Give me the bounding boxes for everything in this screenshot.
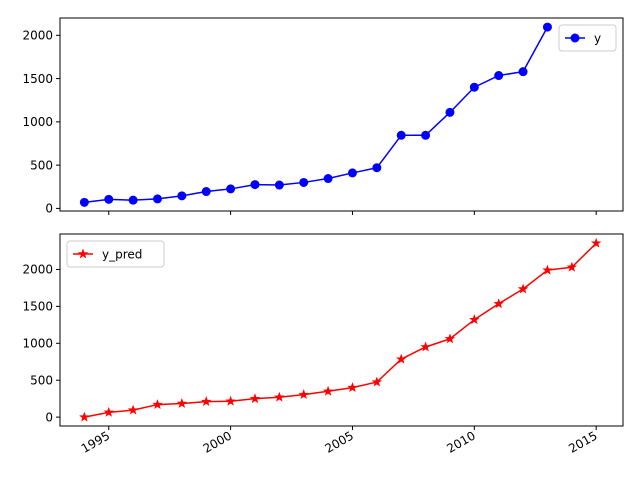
legend-marker	[570, 33, 580, 43]
data-point	[201, 396, 212, 407]
x-tick-label: 1995	[79, 428, 112, 455]
data-point	[444, 333, 456, 344]
data-point	[274, 180, 284, 190]
legend-label: y_pred	[102, 247, 142, 261]
data-point	[421, 130, 431, 140]
data-point	[396, 130, 406, 140]
x-tick-label: 2005	[323, 428, 356, 455]
data-point	[347, 168, 357, 178]
subplot-1: 0 500 1000 1500 2000 y	[22, 17, 624, 216]
data-point	[420, 341, 431, 352]
y-tick-label: 500	[30, 158, 53, 172]
data-point	[590, 237, 602, 248]
data-point	[127, 404, 139, 415]
data-point	[299, 177, 309, 187]
x-tick-label: 2010	[444, 428, 477, 455]
y-tick-label: 500	[30, 374, 53, 388]
y-tick-label: 0	[45, 202, 53, 216]
y-tick-label: 0	[45, 410, 53, 424]
data-point	[177, 191, 187, 201]
data-point	[250, 180, 260, 190]
data-point	[152, 399, 163, 410]
subplot-2: 0 500 1000 1500 2000 1995 2000 2005 2010 2015 y_pr…	[22, 233, 624, 456]
data-point	[518, 67, 528, 77]
data-point	[322, 385, 334, 396]
data-point	[274, 391, 285, 402]
data-point	[201, 187, 211, 197]
data-point	[372, 163, 382, 173]
data-point	[128, 195, 138, 205]
legend-marker	[77, 248, 89, 259]
data-point	[566, 261, 578, 272]
data-point	[542, 22, 552, 32]
data-point	[176, 398, 188, 408]
data-point	[347, 382, 358, 393]
legend-box	[66, 240, 165, 268]
y-tick-label: 1000	[22, 115, 53, 129]
legend-label: y	[594, 31, 601, 45]
y-tick-label: 1500	[22, 72, 53, 86]
legend: y_pred	[66, 240, 165, 268]
legend-box	[558, 24, 617, 52]
data-point	[104, 194, 114, 204]
data-point	[493, 298, 504, 309]
data-point	[226, 184, 236, 194]
data-point	[469, 314, 480, 325]
data-point	[517, 283, 529, 294]
series-line-y_pred	[84, 242, 597, 418]
legend: y	[558, 24, 617, 52]
y-tick-label: 2000	[22, 29, 53, 43]
data-point	[445, 107, 455, 117]
data-point	[79, 197, 89, 207]
x-tick-label: 2015	[566, 428, 599, 455]
data-point	[103, 406, 114, 417]
y-tick-label: 1500	[22, 300, 53, 314]
data-point	[79, 411, 90, 422]
data-point	[469, 82, 479, 92]
x-tick-label: 2000	[201, 428, 234, 455]
axes-frame	[59, 17, 624, 212]
data-point	[371, 376, 383, 387]
data-point	[542, 264, 553, 275]
data-point	[249, 393, 261, 404]
data-point	[323, 174, 333, 184]
y-tick-label: 1000	[22, 337, 53, 351]
y-tick-label: 2000	[22, 263, 53, 277]
data-point	[396, 353, 407, 364]
data-point	[152, 194, 162, 204]
data-point	[494, 71, 504, 81]
data-point	[225, 395, 236, 406]
data-point	[298, 389, 309, 400]
